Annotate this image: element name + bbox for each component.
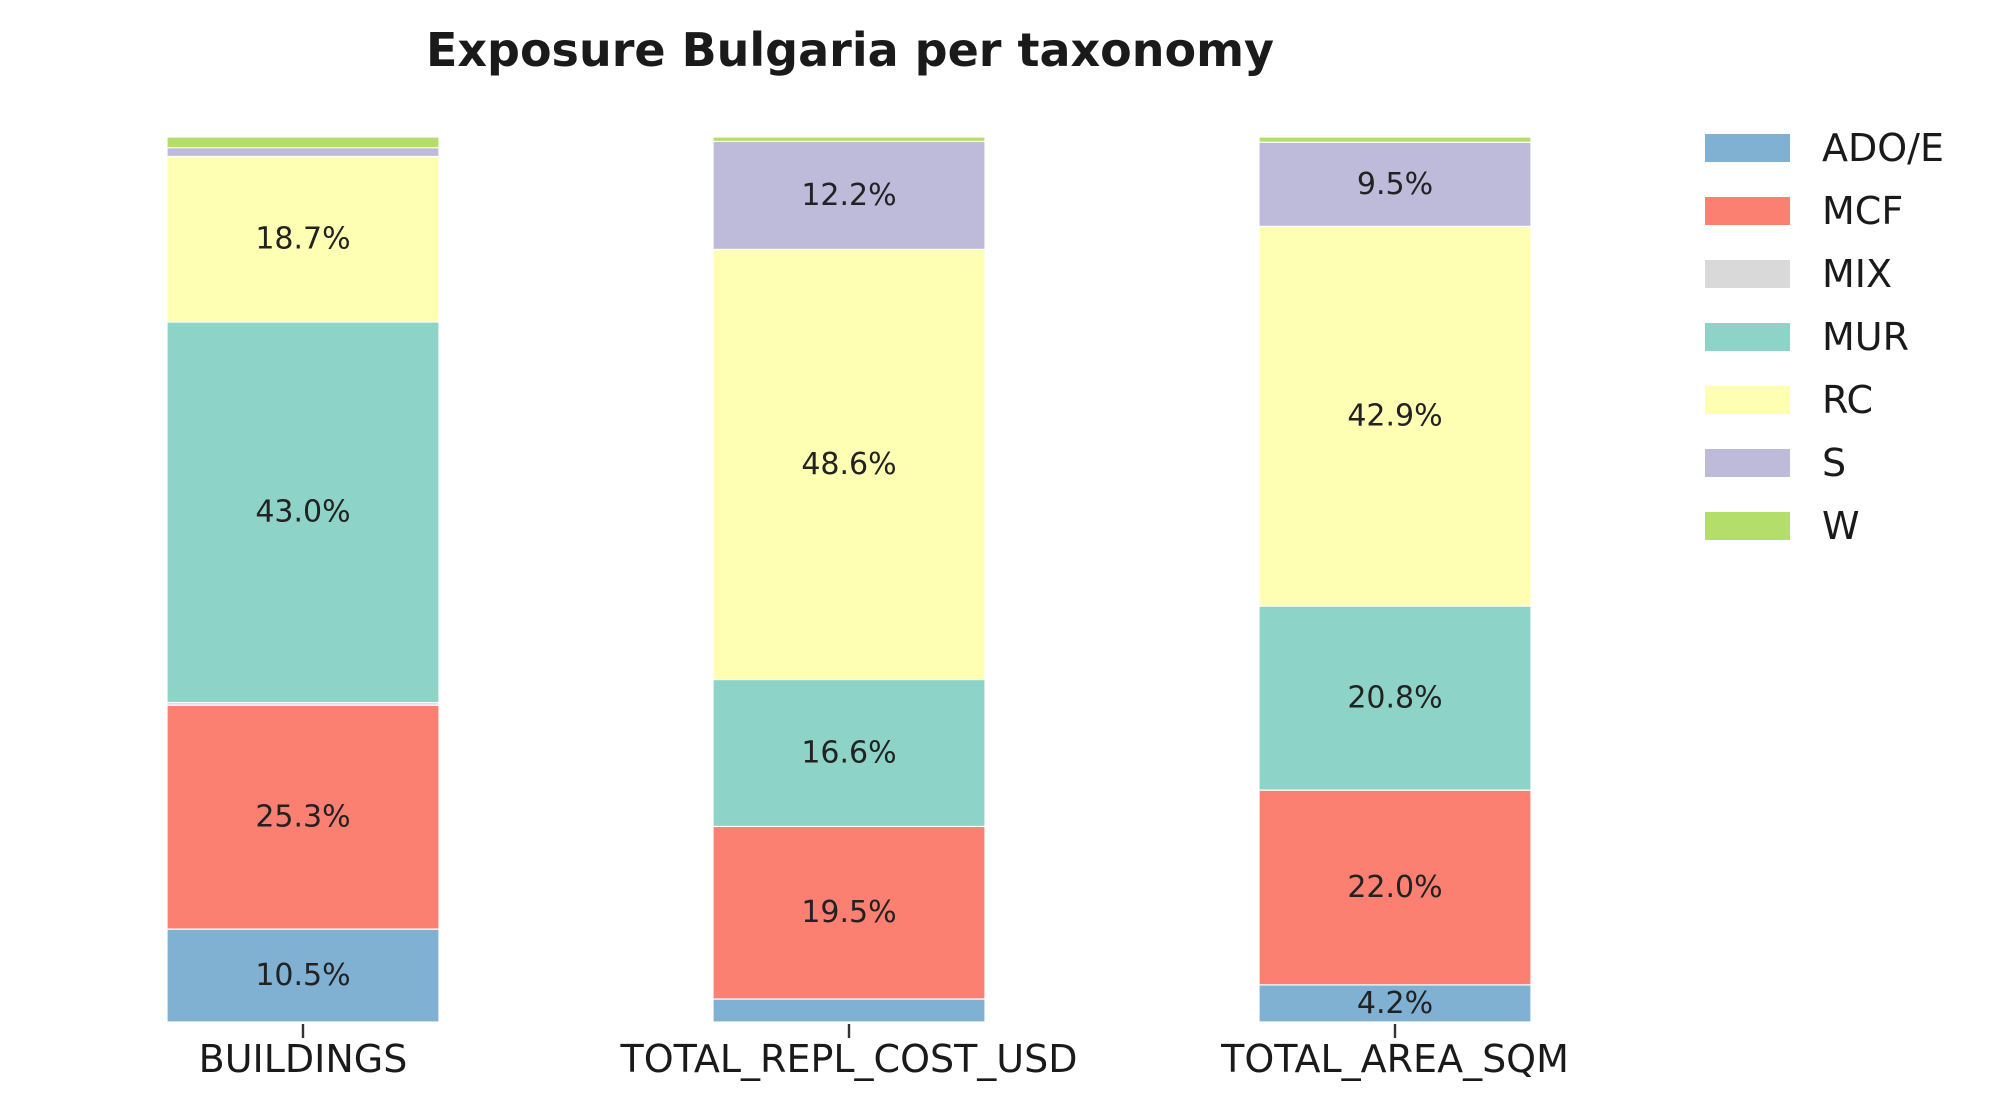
- segment-label: 4.2%: [1357, 986, 1433, 1021]
- x-tick-label: BUILDINGS: [199, 1037, 408, 1081]
- segment-label: 12.2%: [801, 178, 896, 213]
- segment-label: 16.6%: [801, 735, 896, 770]
- legend-swatch-mcf: [1705, 197, 1790, 225]
- bar-segment-s-total-area-sqm: [1258, 141, 1532, 227]
- bar-segment-mur-buildings: [166, 321, 440, 704]
- bar-segment-w-total-area-sqm: [1258, 136, 1532, 143]
- segment-label: 9.5%: [1357, 167, 1433, 202]
- bar-segment-w-total-repl-cost-usd: [712, 136, 986, 143]
- bars: [166, 136, 1532, 1023]
- legend-swatch-s: [1705, 449, 1790, 477]
- segment-labels: 10.5% 25.3% 43.0% 18.7% 19.5% 16.6% 48.6% 12.2%…: [255, 167, 1442, 1021]
- bar-segment-rc-buildings: [166, 155, 440, 323]
- legend-label: W: [1822, 504, 1860, 548]
- legend-label: MUR: [1822, 315, 1909, 359]
- legend-label: S: [1822, 441, 1846, 485]
- bar-segment-rc-total-area-sqm: [1258, 225, 1532, 607]
- bar-segment-mur-total-area-sqm: [1258, 605, 1532, 791]
- segment-label: 43.0%: [255, 495, 350, 530]
- bar-segment-ado-e-total-area-sqm: [1258, 984, 1532, 1023]
- bar-segment-mcf-buildings: [166, 704, 440, 930]
- segment-label: 22.0%: [1347, 870, 1442, 905]
- bar-segment-ado-e-buildings: [166, 928, 440, 1023]
- bar-segment-mur-total-repl-cost-usd: [712, 678, 986, 828]
- segment-label: 48.6%: [801, 447, 896, 482]
- legend-swatch-mix: [1705, 260, 1790, 288]
- legend-swatch-mur: [1705, 323, 1790, 351]
- legend-label: MCF: [1822, 189, 1903, 233]
- bar-segment-s-buildings: [166, 147, 440, 158]
- x-tick-label: TOTAL_REPL_COST_USD: [619, 1037, 1077, 1081]
- bar-segment-w-buildings: [166, 136, 440, 149]
- x-tick-label: TOTAL_AREA_SQM: [1220, 1037, 1569, 1081]
- legend-label: RC: [1822, 378, 1873, 422]
- x-axis: BUILDINGS TOTAL_REPL_COST_USD TOTAL_AREA_S…: [199, 1024, 1569, 1081]
- legend-swatch-ado-e: [1705, 134, 1790, 162]
- legend-swatch-rc: [1705, 386, 1790, 414]
- legend-label: MIX: [1822, 252, 1892, 296]
- bar-segment-s-total-repl-cost-usd: [712, 140, 986, 250]
- legend-label: ADO/E: [1822, 126, 1944, 170]
- segment-label: 25.3%: [255, 800, 350, 835]
- segment-label: 10.5%: [255, 958, 350, 993]
- segment-label: 18.7%: [255, 222, 350, 257]
- bar-segment-mcf-total-area-sqm: [1258, 789, 1532, 986]
- segment-label: 20.8%: [1347, 681, 1442, 716]
- segment-label: 19.5%: [801, 895, 896, 930]
- legend: ADO/E MCF MIX MUR RC SW: [1705, 126, 1944, 548]
- segment-label: 42.9%: [1347, 399, 1442, 434]
- legend-swatch-w: [1705, 512, 1790, 540]
- chart-title: Exposure Bulgaria per taxonomy: [426, 23, 1274, 77]
- bar-segment-rc-total-repl-cost-usd: [712, 248, 986, 681]
- bar-segment-ado-e-total-repl-cost-usd: [712, 998, 986, 1023]
